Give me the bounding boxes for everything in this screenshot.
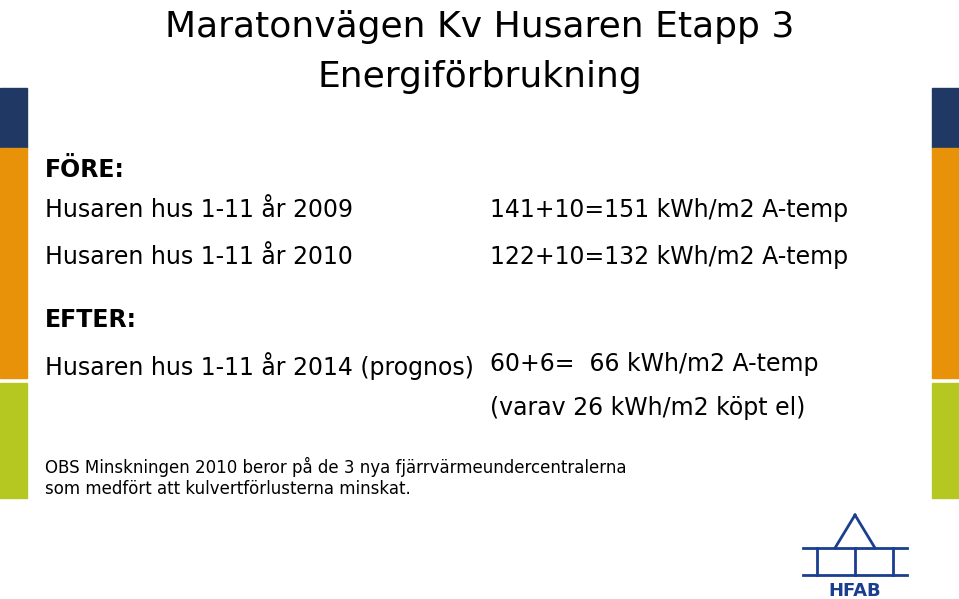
Text: Maratonvägen Kv Husaren Etapp 3: Maratonvägen Kv Husaren Etapp 3 <box>165 10 794 44</box>
Text: Energiförbrukning: Energiförbrukning <box>317 60 642 94</box>
Text: EFTER:: EFTER: <box>45 308 137 332</box>
Text: 60+6=  66 kWh/m2 A-temp: 60+6= 66 kWh/m2 A-temp <box>490 352 818 376</box>
Bar <box>932 148 959 378</box>
Text: som medfört att kulvertförlusterna minskat.: som medfört att kulvertförlusterna minsk… <box>45 480 410 498</box>
Bar <box>932 88 959 148</box>
Text: FÖRE:: FÖRE: <box>45 158 125 182</box>
Text: 122+10=132 kWh/m2 A-temp: 122+10=132 kWh/m2 A-temp <box>490 245 848 269</box>
Text: Husaren hus 1-11 år 2009: Husaren hus 1-11 år 2009 <box>45 198 353 222</box>
Bar <box>0 148 27 378</box>
Bar <box>0 383 27 498</box>
Bar <box>0 88 27 148</box>
Text: HFAB: HFAB <box>829 582 881 599</box>
Bar <box>932 383 959 498</box>
Text: OBS Minskningen 2010 beror på de 3 nya fjärrvärmeundercentralerna: OBS Minskningen 2010 beror på de 3 nya f… <box>45 457 626 477</box>
Text: Husaren hus 1-11 år 2014 (prognos): Husaren hus 1-11 år 2014 (prognos) <box>45 352 474 380</box>
Text: Husaren hus 1-11 år 2010: Husaren hus 1-11 år 2010 <box>45 245 353 269</box>
Text: 141+10=151 kWh/m2 A-temp: 141+10=151 kWh/m2 A-temp <box>490 198 848 222</box>
Text: (varav 26 kWh/m2 köpt el): (varav 26 kWh/m2 köpt el) <box>490 396 806 420</box>
